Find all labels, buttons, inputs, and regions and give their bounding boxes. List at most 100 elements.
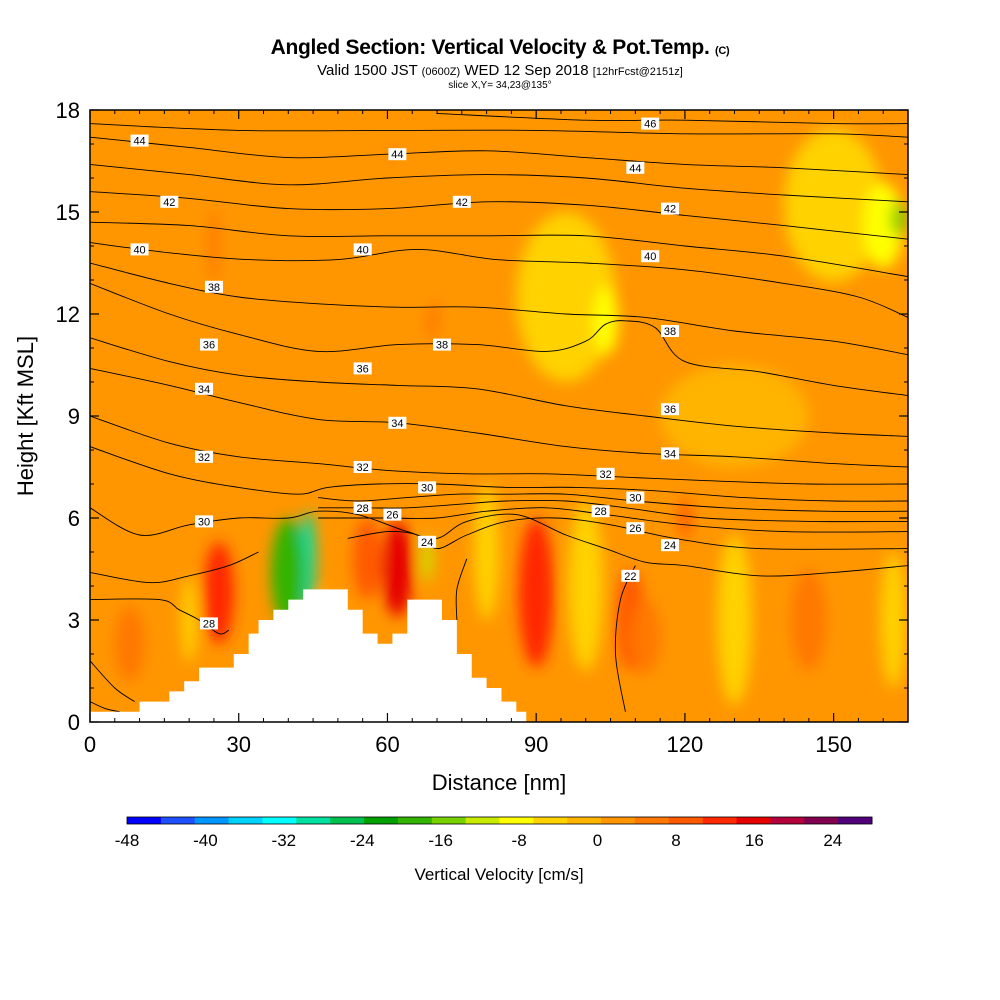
contour-label-text: 38 [436, 340, 448, 352]
contour-label-11: 38 [432, 338, 451, 352]
velocity-cell-22 [593, 286, 618, 355]
colorbar-tick-label: 0 [593, 831, 602, 850]
contour-label-25: 28 [353, 501, 372, 515]
velocity-cell-16 [678, 497, 692, 539]
contour-label-text: 28 [357, 503, 369, 515]
contour-label-text: 38 [208, 282, 220, 294]
theta-contour-10 [318, 493, 908, 512]
contour-label-8: 40 [353, 243, 372, 256]
velocity-cell-19 [717, 535, 752, 705]
velocity-cell-8 [352, 518, 383, 600]
contour-label-7: 40 [130, 243, 149, 256]
contour-label-text: 24 [664, 540, 676, 552]
contour-label-text: 32 [198, 452, 210, 464]
velocity-cell-27 [325, 161, 450, 331]
velocity-cell-17 [474, 484, 499, 620]
velocity-cell-11 [114, 606, 145, 682]
velocity-cell-31 [181, 577, 197, 663]
contour-label-2: 46 [641, 117, 660, 131]
velocity-cell-20 [880, 552, 906, 688]
colorbar-swatch [702, 817, 738, 824]
subtitle-fcst: [12hrFcst@2151z] [592, 66, 683, 78]
y-tick-label: 12 [56, 302, 80, 327]
colorbar-swatch [330, 817, 365, 824]
contour-label-text: 30 [629, 493, 641, 505]
colorbar-label: Vertical Velocity [cm/s] [414, 865, 583, 884]
contour-label-text: 38 [664, 326, 676, 338]
velocity-cell-24 [863, 183, 904, 269]
chart-title: Angled Section: Vertical Velocity & Pot.… [0, 36, 1000, 63]
colorbar-tick-label: -16 [428, 831, 453, 850]
chart-slice-info: slice X,Y= 34,23@135° [448, 80, 552, 91]
colorbar-tick-label: -8 [512, 831, 527, 850]
colorbar-swatch [634, 817, 670, 824]
contour-label-18: 34 [661, 447, 680, 460]
colorbar-tick-label: 8 [671, 831, 680, 850]
contour-label-22: 30 [195, 515, 214, 528]
velocity-cell-9 [791, 569, 827, 671]
subtitle-utc: (0600Z) [421, 66, 461, 78]
x-axis-label: Distance [nm] [432, 770, 567, 795]
contour-label-15: 36 [661, 403, 680, 416]
contour-label-29: 24 [418, 535, 437, 549]
contour-label-text: 44 [133, 136, 145, 148]
theta-contour-5 [455, 558, 468, 621]
contour-label-26: 28 [591, 505, 610, 518]
theta-contour-1 [90, 701, 120, 713]
velocity-cell-3 [382, 521, 413, 617]
contour-label-32: 28 [199, 617, 218, 630]
contour-label-17: 34 [388, 416, 407, 430]
theta-contour-8 [318, 507, 908, 533]
contour-label-text: 30 [198, 516, 210, 528]
contour-label-23: 30 [418, 481, 437, 494]
theta-contour-20 [90, 163, 908, 203]
colorbar-swatch [194, 817, 230, 824]
colorbar-swatch [804, 817, 839, 824]
contour-label-text: 34 [198, 384, 210, 396]
contour-label-text: 28 [595, 506, 607, 518]
velocity-cell-26 [114, 365, 264, 467]
x-tick-label: 30 [226, 732, 250, 757]
contour-label-27: 26 [383, 508, 402, 522]
colorbar-swatch [838, 817, 873, 824]
contour-label-0: 44 [130, 134, 149, 148]
colorbar: -48 -40 -32 -24 -16 -8 0 8 16 24 [115, 816, 873, 850]
contour-label-text: 28 [203, 618, 215, 630]
velocity-cell-21 [516, 212, 616, 382]
contour-label-19: 32 [195, 450, 214, 464]
terrain-mask [90, 589, 527, 722]
theta-contour-3 [90, 551, 259, 584]
chart-title-text: Angled Section: Vertical Velocity & Pot.… [270, 36, 710, 59]
x-tick-label: 0 [84, 732, 96, 757]
colorbar-swatch [431, 817, 467, 824]
contour-label-text: 30 [421, 482, 433, 494]
contour-label-1: 44 [388, 148, 407, 161]
theta-contour-21 [90, 136, 908, 176]
x-tick-label: 120 [667, 732, 704, 757]
contour-label-text: 32 [357, 462, 369, 474]
y-tick-label: 0 [68, 710, 80, 735]
colorbar-swatch [296, 817, 331, 824]
contour-label-text: 34 [391, 418, 403, 430]
colorbar-swatch [601, 817, 636, 824]
theta-contour-16 [90, 262, 908, 356]
contour-label-text: 40 [133, 244, 145, 256]
velocity-cell-29 [660, 365, 809, 467]
contour-label-24: 30 [626, 491, 645, 505]
contour-label-text: 46 [644, 119, 656, 131]
title-block: Angled Section: Vertical Velocity & Pot.… [0, 36, 1000, 92]
contour-label-31: 22 [621, 569, 640, 583]
velocity-cell-25 [890, 201, 906, 236]
contour-label-text: 34 [664, 448, 676, 460]
theta-contour-14 [90, 337, 908, 437]
colorbar-frame [126, 816, 873, 825]
theta-contour-11 [90, 446, 908, 502]
contour-label-text: 40 [357, 244, 369, 256]
theta-contour-4 [90, 507, 908, 577]
contour-label-text: 26 [629, 523, 641, 535]
colorbar-swatch [465, 817, 500, 824]
x-tick-label: 60 [375, 732, 399, 757]
colorbar-tick-label: -40 [193, 831, 218, 850]
colorbar-swatch [499, 817, 534, 824]
